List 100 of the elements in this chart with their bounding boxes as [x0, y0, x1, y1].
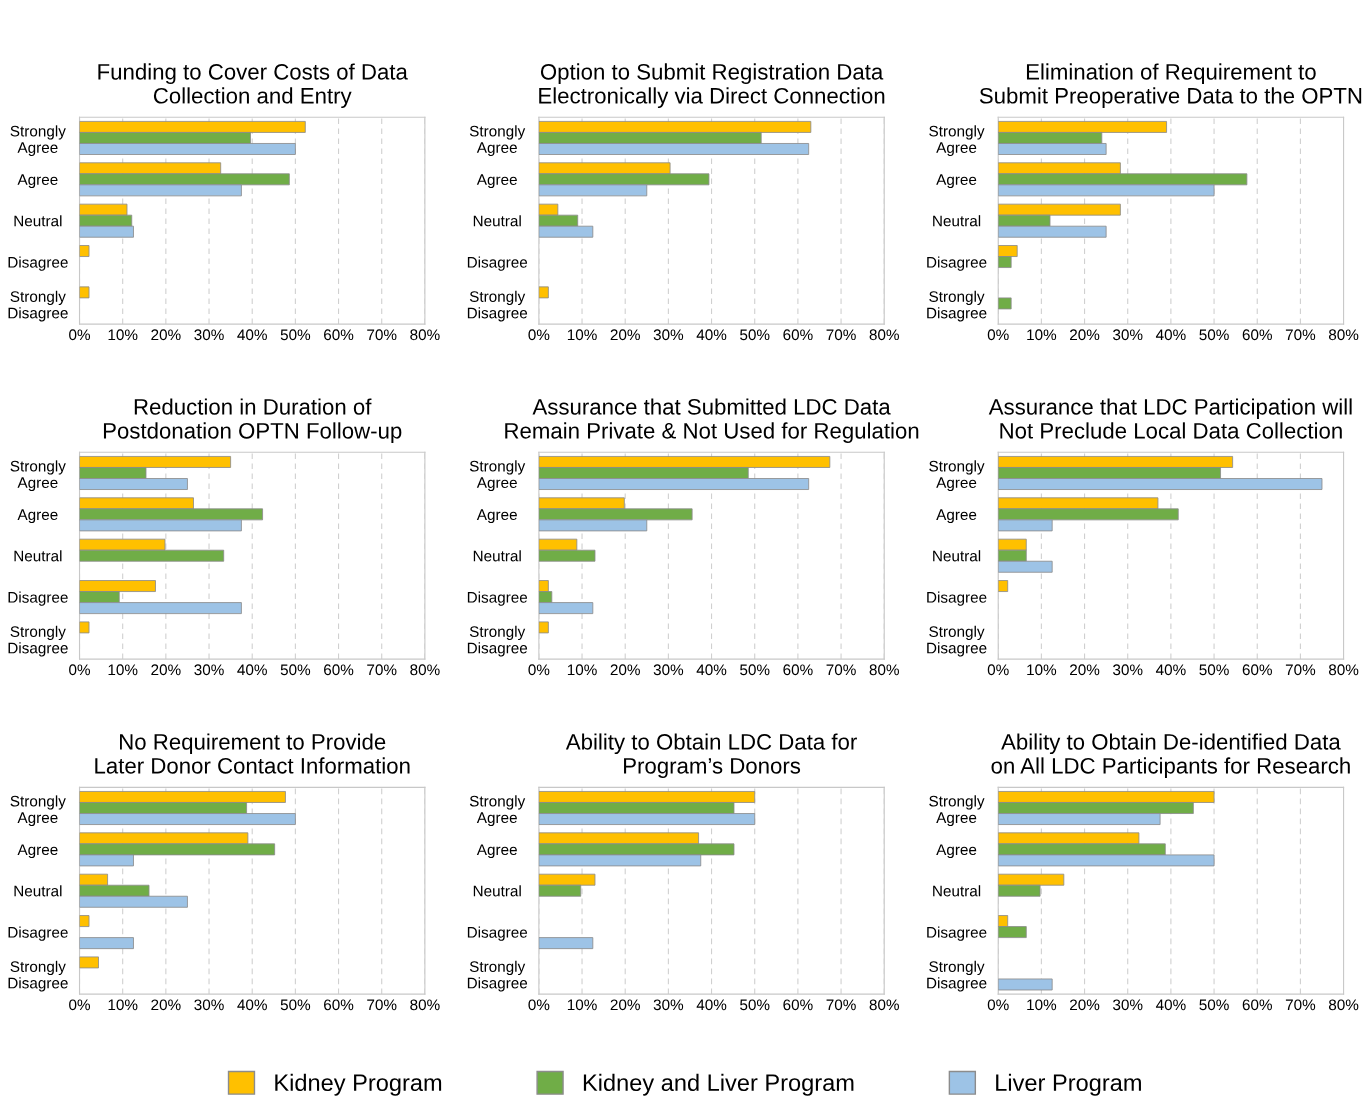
x-tick-label: 80%	[410, 999, 440, 1011]
y-tick-label: Disagree	[927, 256, 987, 271]
x-tick-label: 40%	[1155, 329, 1186, 341]
y-tick-label: Strongly Agree	[10, 460, 66, 492]
y-tick-label: Disagree	[467, 256, 528, 271]
x-tick-label: 70%	[826, 329, 856, 341]
x-tick-label: 10%	[108, 664, 138, 676]
y-tick-label: Strongly Agree	[929, 125, 985, 157]
x-tick-label: 40%	[1155, 999, 1186, 1011]
chart-title: Ability to Obtain LDC Data for Program’s Donors	[565, 733, 857, 779]
x-tick-label: 0%	[987, 664, 1009, 676]
bar	[998, 580, 1009, 592]
x-tick-label: 30%	[194, 329, 224, 341]
x-tick-label: 10%	[567, 999, 597, 1011]
x-tick-label: 50%	[280, 999, 311, 1011]
x-tick-label: 0%	[69, 329, 91, 341]
x-tick-label: 0%	[987, 999, 1009, 1011]
y-tick-label: Strongly Agree	[10, 795, 66, 827]
y-tick-label: Disagree	[8, 926, 68, 941]
x-tick-label: 70%	[367, 329, 397, 341]
x-tick-label: 50%	[280, 329, 311, 341]
x-tick-label: 10%	[108, 329, 138, 341]
y-tick-label: Neutral	[14, 215, 62, 227]
y-tick-label: Agree	[17, 844, 58, 859]
y-tick-label: Strongly Disagree	[467, 625, 528, 657]
x-tick-label: 10%	[1027, 999, 1057, 1011]
x-tick-label: 80%	[1328, 664, 1359, 676]
x-tick-label: 10%	[1027, 664, 1057, 676]
legend-label: Liver Program	[996, 1073, 1141, 1096]
y-tick-label: Strongly Disagree	[927, 625, 987, 657]
x-tick-label: 50%	[740, 664, 770, 676]
x-tick-label: 20%	[610, 999, 640, 1011]
x-tick-label: 30%	[653, 329, 684, 341]
x-tick-label: 60%	[1242, 999, 1272, 1011]
x-tick-label: 60%	[324, 999, 354, 1011]
x-tick-label: 60%	[324, 664, 354, 676]
bar	[79, 245, 90, 257]
y-tick-label: Agree	[936, 174, 977, 189]
x-tick-label: 20%	[1070, 664, 1100, 676]
x-tick-label: 50%	[1199, 999, 1229, 1011]
x-tick-label: 60%	[783, 999, 813, 1011]
chart-title: Funding to Cover Costs of Data Collection and Entry	[98, 63, 408, 109]
x-tick-label: 60%	[324, 329, 354, 341]
x-tick-label: 60%	[1242, 664, 1272, 676]
x-tick-label: 0%	[69, 664, 91, 676]
bar	[79, 286, 90, 299]
y-tick-label: Neutral	[14, 885, 62, 897]
bar	[538, 937, 594, 950]
x-tick-label: 20%	[610, 329, 640, 341]
x-tick-label: 20%	[1070, 329, 1100, 341]
y-tick-label: Strongly Agree	[469, 795, 526, 827]
x-tick-label: 40%	[237, 999, 267, 1011]
y-tick-label: Agree	[476, 509, 517, 524]
x-tick-label: 0%	[987, 329, 1009, 341]
x-tick-label: 40%	[237, 664, 267, 676]
bar	[79, 937, 134, 950]
x-tick-label: 60%	[783, 664, 813, 676]
chart-title: Assurance that Submitted LDC Data Remain Private & Not Used for Regulation	[505, 398, 919, 444]
y-tick-label: Strongly Disagree	[8, 290, 68, 322]
y-tick-label: Strongly Agree	[929, 460, 985, 492]
chart-title: Elimination of Requirement to Submit Preoperative Data to the OPTN	[979, 63, 1362, 109]
x-tick-label: 50%	[280, 664, 311, 676]
y-tick-label: Strongly Agree	[469, 460, 526, 492]
x-tick-label: 70%	[1285, 999, 1316, 1011]
x-tick-label: 30%	[194, 999, 224, 1011]
x-tick-label: 30%	[194, 664, 224, 676]
bar	[79, 956, 99, 969]
legend-label: Kidney and Liver Program	[583, 1073, 854, 1096]
y-tick-label: Disagree	[8, 256, 68, 271]
bar	[998, 297, 1012, 310]
x-tick-label: 0%	[528, 664, 550, 676]
x-tick-label: 80%	[1328, 329, 1359, 341]
x-tick-label: 80%	[410, 664, 440, 676]
y-tick-label: Disagree	[8, 591, 68, 606]
y-tick-label: Agree	[17, 174, 58, 189]
y-tick-label: Agree	[476, 844, 517, 859]
x-tick-label: 50%	[740, 999, 770, 1011]
x-tick-label: 70%	[826, 999, 856, 1011]
x-tick-label: 0%	[69, 999, 91, 1011]
bar	[538, 621, 549, 634]
x-tick-label: 30%	[1113, 329, 1143, 341]
x-tick-label: 60%	[783, 329, 813, 341]
x-tick-label: 40%	[1155, 664, 1186, 676]
y-tick-label: Neutral	[933, 885, 981, 897]
x-tick-label: 50%	[1199, 664, 1229, 676]
y-tick-label: Agree	[936, 844, 977, 859]
x-tick-label: 80%	[869, 329, 899, 341]
x-tick-label: 0%	[528, 329, 550, 341]
x-tick-label: 20%	[151, 999, 181, 1011]
x-tick-label: 30%	[1113, 664, 1143, 676]
y-tick-label: Strongly Disagree	[8, 960, 68, 992]
y-tick-label: Neutral	[473, 885, 521, 897]
y-tick-label: Strongly Disagree	[467, 290, 528, 322]
x-tick-label: 10%	[567, 329, 597, 341]
x-tick-label: 80%	[869, 664, 899, 676]
x-tick-label: 0%	[528, 999, 550, 1011]
x-tick-label: 70%	[1285, 664, 1316, 676]
y-tick-label: Strongly Agree	[10, 125, 66, 157]
x-tick-label: 20%	[151, 664, 181, 676]
chart-title: No Requirement to Provide Later Donor Contact Information	[95, 733, 410, 774]
